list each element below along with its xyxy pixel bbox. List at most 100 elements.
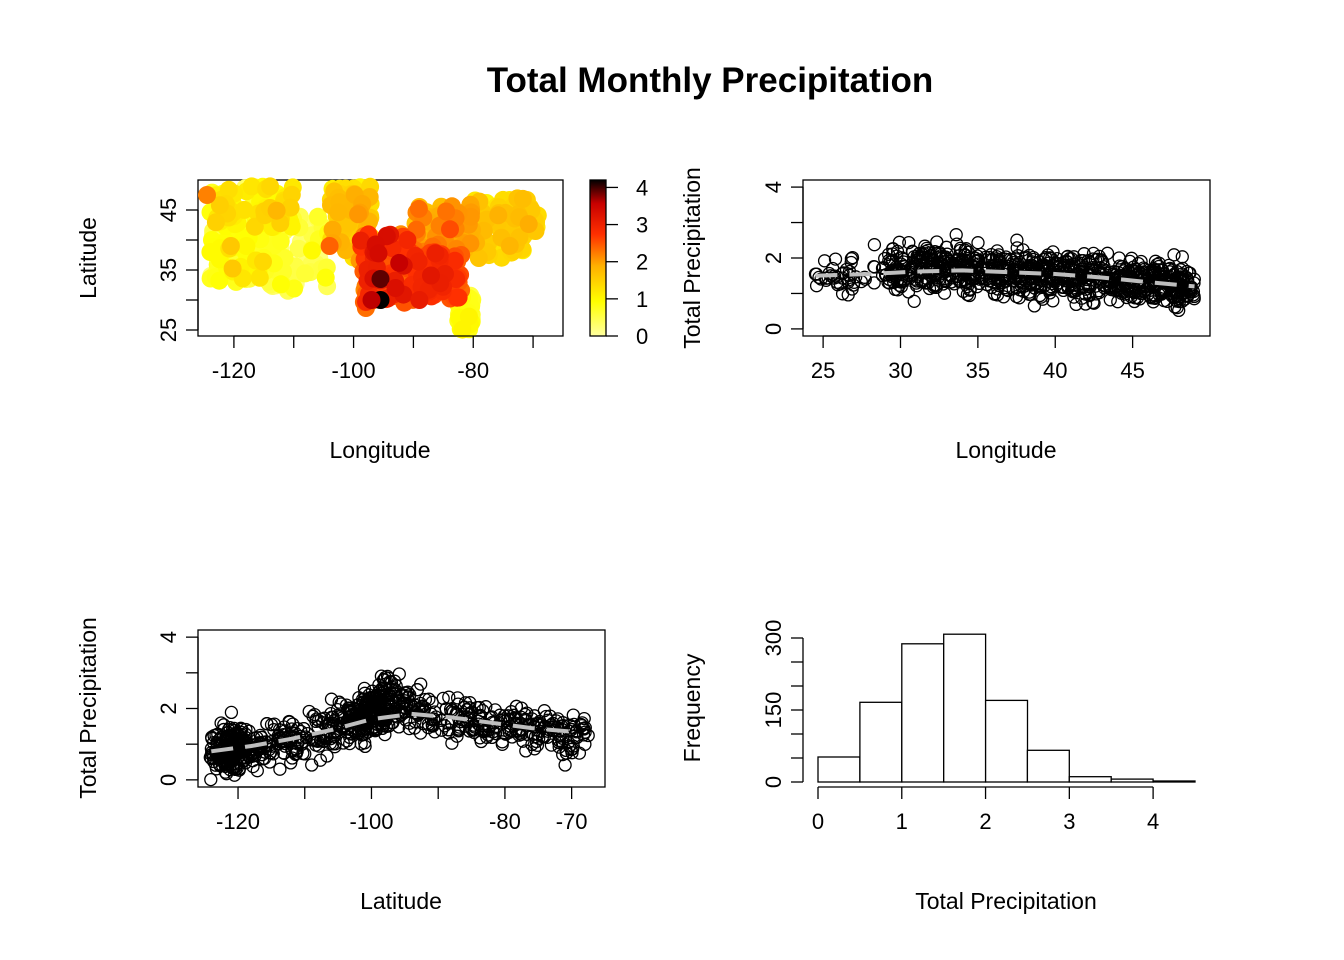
panel3-point bbox=[219, 754, 233, 768]
panel3-point bbox=[306, 709, 320, 723]
panel3-point bbox=[503, 712, 517, 726]
panel3-point bbox=[377, 685, 391, 699]
panel2-point bbox=[984, 247, 998, 262]
panel2-point bbox=[984, 252, 998, 267]
histogram-x-tick-label: 1 bbox=[896, 809, 908, 834]
panel3-point bbox=[229, 747, 243, 761]
panel3-point bbox=[556, 716, 570, 730]
panel3-point bbox=[474, 734, 488, 749]
panel3-point bbox=[332, 695, 346, 709]
panel3-point bbox=[402, 721, 416, 736]
map-station-point bbox=[445, 251, 464, 270]
map-station-point bbox=[210, 271, 229, 290]
panel2-point bbox=[1122, 284, 1137, 298]
map-station-point bbox=[369, 244, 388, 263]
panel2-point bbox=[902, 235, 916, 250]
panel2-point bbox=[1062, 271, 1076, 286]
histogram-bar bbox=[984, 699, 1029, 783]
map-station-point bbox=[250, 268, 269, 287]
panel3-point bbox=[228, 736, 242, 750]
panel3-axes: -120 -100 -80 -70 0 2 4 bbox=[156, 631, 588, 834]
panel3-point bbox=[442, 723, 456, 737]
panel3-point bbox=[387, 674, 402, 688]
panel2-point bbox=[1146, 291, 1161, 305]
panel2-point bbox=[922, 281, 937, 296]
histogram-bar bbox=[1110, 778, 1154, 783]
map-station-point bbox=[254, 252, 272, 271]
panel2-point bbox=[1041, 248, 1055, 262]
panel3-point bbox=[285, 751, 299, 765]
panel2-point bbox=[1168, 300, 1182, 314]
map-station-point bbox=[362, 291, 381, 309]
panel2-point bbox=[1163, 261, 1177, 276]
panel2-point bbox=[1000, 274, 1014, 288]
panel3-point bbox=[364, 703, 378, 717]
panel3-point bbox=[369, 721, 384, 736]
panel2-point bbox=[1155, 273, 1169, 287]
panel3-point bbox=[399, 702, 413, 716]
histogram-bars bbox=[817, 633, 1196, 783]
map-station-point bbox=[426, 244, 445, 263]
panel2-point bbox=[992, 254, 1007, 268]
panel2-point bbox=[1010, 241, 1024, 255]
panel3-point bbox=[566, 708, 580, 722]
panel2-point bbox=[1126, 260, 1141, 274]
panel2-point bbox=[857, 270, 872, 284]
panel2-point bbox=[1092, 267, 1107, 282]
map-station-point bbox=[281, 198, 300, 217]
panel-histogram: 0 1 2 3 4 0 150 300 Total Precipitation Frequen… bbox=[679, 620, 1196, 914]
panel3-y-label: Total Precipitation bbox=[75, 617, 101, 799]
map-station-point bbox=[489, 206, 508, 225]
map-x-tick-label: -120 bbox=[212, 358, 256, 383]
panel2-point bbox=[971, 236, 985, 250]
panel2-point bbox=[907, 294, 921, 308]
panel2-point bbox=[969, 253, 984, 268]
panel3-point bbox=[272, 723, 287, 737]
panel3-point bbox=[552, 733, 566, 748]
panel2-point bbox=[1087, 296, 1101, 310]
panel3-point bbox=[288, 747, 303, 761]
map-station-point bbox=[349, 205, 368, 224]
panel3-x-tick-label: -70 bbox=[556, 809, 588, 834]
panel2-point bbox=[932, 256, 946, 270]
panel2-point bbox=[934, 249, 948, 263]
panel2-point bbox=[844, 252, 859, 266]
panel3-point bbox=[425, 695, 439, 709]
panel2-x-tick-label: 30 bbox=[888, 358, 912, 383]
panel2-point bbox=[1067, 250, 1081, 264]
panel2-point bbox=[867, 260, 882, 274]
color-scale-bar bbox=[589, 179, 607, 337]
map-points bbox=[198, 177, 547, 339]
panel3-point bbox=[210, 746, 225, 761]
panel3-point bbox=[379, 688, 394, 702]
panel3-point bbox=[333, 717, 347, 731]
panel3-point bbox=[264, 739, 279, 753]
panel3-point bbox=[407, 721, 422, 735]
map-station-point bbox=[210, 196, 229, 215]
panel3-point bbox=[445, 736, 459, 750]
panel3-x-label: Latitude bbox=[360, 888, 442, 914]
histogram-y-tick-label: 150 bbox=[761, 692, 786, 729]
panel3-point bbox=[400, 691, 415, 705]
panel2-point bbox=[1044, 280, 1058, 294]
map-station-point bbox=[271, 232, 290, 251]
panel2-y-tick-label: 0 bbox=[761, 323, 786, 335]
color-scale-tick-label: 0 bbox=[636, 324, 648, 349]
map-station-point bbox=[221, 237, 240, 255]
histogram-bar bbox=[1068, 776, 1112, 783]
panel2-point bbox=[878, 251, 892, 266]
panel3-point bbox=[504, 723, 518, 737]
panel3-point bbox=[320, 749, 334, 763]
panel2-x-tick-label: 40 bbox=[1043, 358, 1067, 383]
panel3-y-tick-label: 2 bbox=[156, 702, 181, 714]
panel2-point bbox=[974, 270, 989, 285]
map-y-tick-label: 45 bbox=[156, 198, 181, 222]
panel3-point bbox=[442, 690, 456, 704]
panel3-point bbox=[559, 746, 574, 760]
panel3-point bbox=[543, 709, 557, 723]
panel3-point bbox=[527, 742, 542, 756]
map-station-point bbox=[223, 259, 242, 278]
color-scale-tick-label: 2 bbox=[636, 250, 648, 275]
panel3-point bbox=[424, 712, 438, 727]
panel-precip-vs-longitude: -120 -100 -80 -70 0 2 4 Latitude Total Precipi… bbox=[75, 617, 606, 914]
